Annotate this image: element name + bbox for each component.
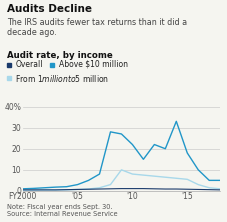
- Text: From $1 million to $5 million: From $1 million to $5 million: [15, 73, 109, 84]
- Text: Overall: Overall: [15, 60, 43, 69]
- Text: Above $10 million: Above $10 million: [59, 60, 128, 69]
- Text: The IRS audits fewer tax returns than it did a
decade ago.: The IRS audits fewer tax returns than it…: [7, 18, 187, 37]
- Text: Audits Decline: Audits Decline: [7, 4, 92, 14]
- Text: Audit rate, by income: Audit rate, by income: [7, 51, 113, 60]
- Text: Note: Fiscal year ends Sept. 30.
Source: Internal Revenue Service: Note: Fiscal year ends Sept. 30. Source:…: [7, 204, 117, 217]
